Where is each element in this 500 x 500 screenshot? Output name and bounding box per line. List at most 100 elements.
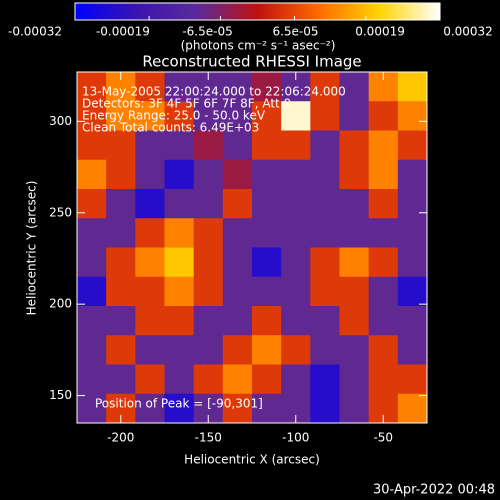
cell xyxy=(222,159,253,190)
cell xyxy=(252,306,282,336)
cell xyxy=(281,130,311,161)
cell xyxy=(397,72,428,102)
cell xyxy=(164,72,195,102)
cell xyxy=(368,306,399,336)
cell xyxy=(397,306,428,336)
timestamp: 30-Apr-2022 00:48 xyxy=(373,483,495,498)
annotation: Position of Peak = [-90,301] xyxy=(95,397,263,411)
plot-frame xyxy=(76,71,428,424)
colorbar-tick-label: 0.00032 xyxy=(443,25,493,39)
cell xyxy=(397,335,428,365)
cell xyxy=(339,218,370,248)
info-line: Detectors: 3F 4F 5F 6F 7F 8F, Att 0 xyxy=(82,97,291,111)
x-tick-label: -50 xyxy=(373,431,393,445)
cell xyxy=(193,189,224,219)
cell xyxy=(310,364,340,395)
cell xyxy=(368,189,399,219)
cell xyxy=(77,276,107,307)
cell xyxy=(135,159,165,190)
cell xyxy=(281,276,311,307)
y-axis-label: Heliocentric Y (arcsec) xyxy=(25,181,39,316)
cell xyxy=(77,364,107,395)
cell xyxy=(193,218,224,248)
cell xyxy=(77,72,107,102)
cell xyxy=(397,159,428,190)
cell xyxy=(222,393,253,424)
cell xyxy=(164,306,195,336)
cell xyxy=(106,101,136,131)
cell xyxy=(310,218,340,248)
cell xyxy=(339,189,370,219)
cell xyxy=(397,364,428,395)
y-tick-label: 250 xyxy=(49,205,72,219)
cell xyxy=(106,218,136,248)
cell xyxy=(368,159,399,190)
cell xyxy=(77,101,107,131)
cell xyxy=(77,130,107,161)
cell xyxy=(193,335,224,365)
cell xyxy=(339,72,370,102)
cell xyxy=(164,218,195,248)
cell xyxy=(222,335,253,365)
cell xyxy=(310,276,340,307)
cell xyxy=(135,247,165,278)
cell xyxy=(193,364,224,395)
cell xyxy=(77,306,107,336)
cell xyxy=(252,335,282,365)
cell xyxy=(310,247,340,278)
cell xyxy=(281,306,311,336)
cell xyxy=(193,306,224,336)
cell xyxy=(164,335,195,365)
cell xyxy=(193,276,224,307)
cell xyxy=(281,189,311,219)
cell xyxy=(252,189,282,219)
chart-title: Reconstructed RHESSI Image xyxy=(142,53,361,71)
info-line: 13-May-2005 22:00:24.000 to 22:06:24.000 xyxy=(82,85,346,99)
cell xyxy=(310,393,340,424)
cell xyxy=(281,101,311,131)
cell xyxy=(281,335,311,365)
cell xyxy=(252,247,282,278)
cell xyxy=(164,364,195,395)
cell xyxy=(164,159,195,190)
y-tick-label: 200 xyxy=(49,297,72,311)
cell xyxy=(77,393,107,424)
colorbar-tick-label: -0.00032 xyxy=(8,25,62,39)
cell xyxy=(106,335,136,365)
cell xyxy=(106,276,136,307)
cell xyxy=(222,101,253,131)
cell xyxy=(77,189,107,219)
cell xyxy=(222,364,253,395)
cell xyxy=(368,335,399,365)
cell xyxy=(339,101,370,131)
cell xyxy=(310,189,340,219)
cell xyxy=(164,276,195,307)
cell xyxy=(222,218,253,248)
cell xyxy=(281,364,311,395)
cell xyxy=(339,393,370,424)
cell xyxy=(397,101,428,131)
cell xyxy=(310,335,340,365)
cell xyxy=(339,130,370,161)
cell xyxy=(193,247,224,278)
cell xyxy=(252,393,282,424)
cell xyxy=(397,247,428,278)
x-tick-label: -150 xyxy=(195,431,222,445)
cell xyxy=(106,306,136,336)
cell xyxy=(135,72,165,102)
cell xyxy=(135,335,165,365)
cell xyxy=(106,159,136,190)
cell xyxy=(252,218,282,248)
cell xyxy=(193,159,224,190)
x-tick-label: -200 xyxy=(107,431,134,445)
cell xyxy=(281,159,311,190)
cell xyxy=(339,159,370,190)
cell xyxy=(222,72,253,102)
colorbar-label: (photons cm⁻² s⁻¹ asec⁻²) xyxy=(181,39,336,53)
cell xyxy=(368,130,399,161)
cell xyxy=(135,306,165,336)
cell xyxy=(368,364,399,395)
cell xyxy=(222,130,253,161)
